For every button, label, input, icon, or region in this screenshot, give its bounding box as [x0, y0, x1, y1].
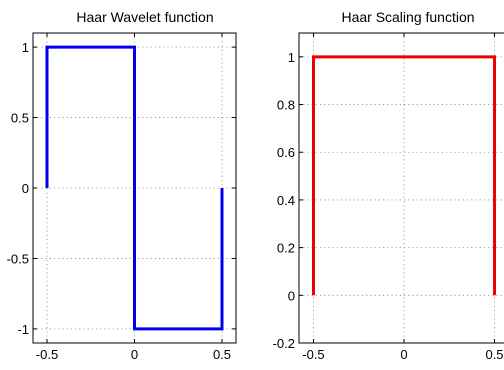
- y-tick-label: 0: [288, 288, 295, 303]
- x-tick-label: 0: [131, 347, 138, 362]
- x-tick-label: 0: [400, 347, 407, 362]
- y-tick-label: 0: [22, 181, 29, 196]
- y-tick-label: -1: [17, 322, 29, 337]
- y-tick-label: 0.8: [277, 98, 295, 113]
- y-tick-label: 0.4: [277, 193, 295, 208]
- y-tick-label: 0.5: [11, 111, 29, 126]
- y-tick-label: -0.2: [273, 336, 295, 351]
- chart-title: Haar Wavelet function: [76, 9, 213, 25]
- y-tick-label: 0.2: [277, 241, 295, 256]
- chart-title: Haar Scaling function: [341, 9, 474, 25]
- chart-haar-wavelet: Haar Wavelet function -0.5 0 0.5 -1 -0.5 0 0.5…: [7, 9, 237, 362]
- series-line: [311, 55, 497, 296]
- series-line: [45, 45, 224, 331]
- x-tick-label: -0.5: [302, 347, 324, 362]
- chart-haar-scaling: Haar Scaling function -0.5 0 0.5 -0.2 0 0.2 0.…: [273, 9, 504, 362]
- x-tick-label: 0.5: [485, 347, 503, 362]
- y-tick-label: 1: [22, 40, 29, 55]
- y-tick-label: 1: [288, 50, 295, 65]
- plot-frame: [298, 32, 504, 344]
- y-tick-label: 0.6: [277, 145, 295, 160]
- x-tick-label: 0.5: [213, 347, 231, 362]
- y-tick-label: -0.5: [7, 251, 29, 266]
- x-tick-label: -0.5: [36, 347, 58, 362]
